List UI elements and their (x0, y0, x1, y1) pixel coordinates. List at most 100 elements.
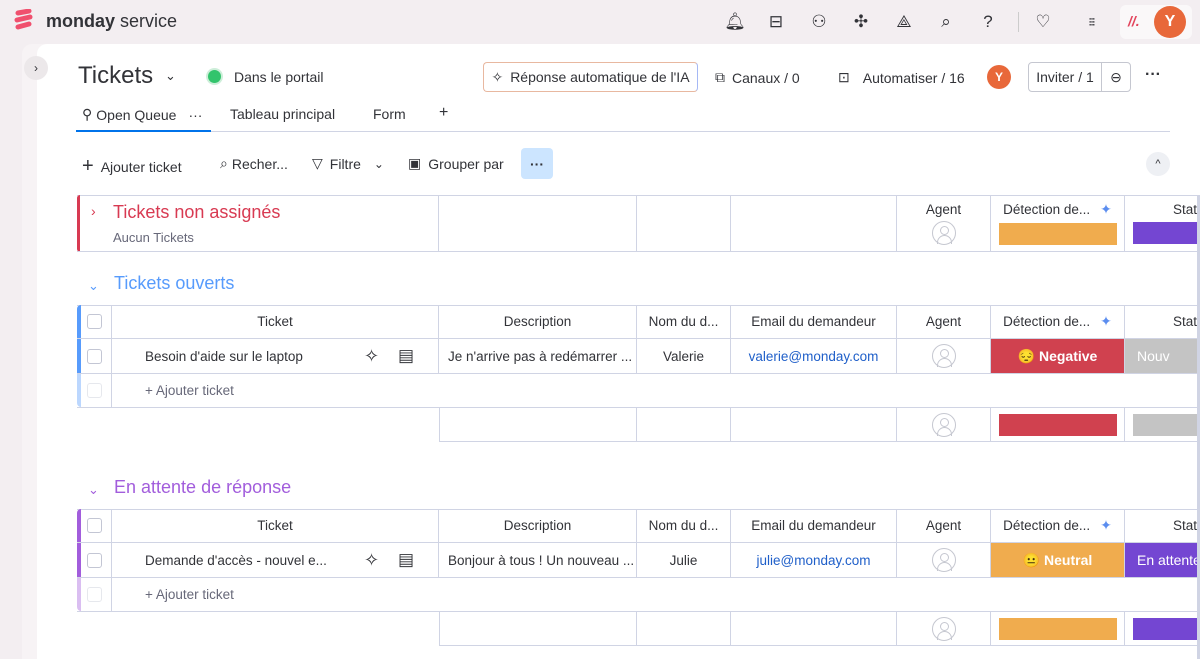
requester-email[interactable]: julie@monday.com (756, 552, 871, 568)
group-title[interactable]: Tickets ouverts (114, 273, 235, 293)
chevron-right-icon[interactable]: › (91, 203, 96, 219)
column-header-7[interactable]: Stat (1125, 305, 1200, 339)
select-all-cell[interactable] (77, 509, 112, 543)
sentiment-cell[interactable]: 😔 Negative (991, 339, 1125, 374)
chevron-down-icon[interactable]: ⌄ (165, 68, 176, 83)
column-header: Ticket (257, 314, 293, 329)
summary-cell (731, 612, 897, 646)
column-header-5[interactable]: Agent (897, 509, 991, 543)
requester-email-cell[interactable]: julie@monday.com (731, 543, 897, 578)
agent-cell[interactable] (897, 408, 991, 442)
ai-sparkle-icon[interactable]: ✧ (364, 549, 380, 570)
ticket-name[interactable]: Besoin d'aide sur le laptop (145, 348, 303, 364)
sentiment-cell[interactable]: 😐 Neutral (991, 543, 1125, 578)
chevron-down-icon[interactable]: ⌄ (373, 156, 384, 171)
board-title[interactable]: Tickets (78, 62, 154, 89)
inbox-icon[interactable]: ⊟ (768, 12, 784, 31)
ticket-name[interactable]: Demande d'accès - nouvel e... (145, 552, 327, 568)
column-header-1[interactable]: Ticket (112, 305, 439, 339)
channels-button[interactable]: ⧉ Canaux / 0 (715, 69, 800, 86)
item-details-icon[interactable]: ▤ (398, 550, 415, 569)
sentiment-summary[interactable] (991, 612, 1125, 646)
tab-form[interactable]: Form (373, 106, 406, 122)
collapsed-group-header[interactable]: › Tickets non assignés Aucun Tickets (77, 195, 439, 252)
ai-sparkle-icon[interactable]: ✧ (364, 345, 380, 366)
column-header-6[interactable]: Détection de... ✦ (991, 509, 1125, 543)
group-title[interactable]: Tickets non assignés (113, 202, 281, 222)
agent-cell[interactable] (897, 543, 991, 578)
checkbox[interactable] (86, 518, 102, 533)
checkbox[interactable] (86, 314, 102, 329)
column-header-3[interactable]: Nom du d... (637, 509, 731, 543)
add-ticket-button[interactable]: + Ajouter ticket (82, 155, 182, 177)
more-toolbar-button[interactable]: ··· (521, 148, 553, 179)
status-cell[interactable]: En attente (1125, 543, 1200, 578)
search-icon[interactable]: ⌕ (941, 12, 951, 31)
user-avatar[interactable]: Y (1154, 6, 1186, 38)
requester-email[interactable]: valerie@monday.com (748, 348, 879, 364)
summary-bar (1133, 617, 1200, 640)
checkbox[interactable] (86, 348, 102, 364)
checkbox[interactable] (86, 552, 102, 568)
column-header-4[interactable]: Email du demandeur (731, 509, 897, 543)
row-select-cell[interactable] (77, 339, 112, 374)
column-header-3[interactable]: Nom du d... (637, 305, 731, 339)
requester-name-cell[interactable]: Valerie (637, 339, 731, 374)
copy-link-icon[interactable]: ⊖ (1110, 68, 1122, 85)
automate-button[interactable]: ⊡ Automatiser / 16 (838, 69, 965, 86)
help-icon[interactable]: ? (983, 12, 993, 31)
add-ticket-row[interactable]: + Ajouter ticket (112, 578, 1200, 612)
portal-status[interactable]: Dans le portail (234, 69, 324, 85)
column-header-4[interactable]: Email du demandeur (731, 305, 897, 339)
account-switcher[interactable]: //. Y (1120, 5, 1192, 39)
item-details-icon[interactable]: ▤ (398, 346, 415, 365)
divider (77, 305, 1200, 306)
column-header-7[interactable]: Stat (1125, 509, 1200, 543)
agent-cell[interactable] (897, 339, 991, 374)
search-button[interactable]: ⌕ Recher... (220, 155, 288, 172)
summary-bar (998, 413, 1117, 436)
status-cell[interactable]: Nouv (1125, 339, 1200, 374)
requester-email-cell[interactable]: valerie@monday.com (731, 339, 897, 374)
sentiment-summary[interactable] (991, 408, 1125, 442)
ai-auto-reply-button[interactable]: ✧ Réponse automatique de l'IA (483, 62, 698, 92)
group-by-button[interactable]: ▣ Grouper par (408, 155, 504, 172)
expand-sidebar-button[interactable]: › (24, 56, 48, 80)
tab-more-icon[interactable]: ··· (188, 106, 203, 123)
add-view-button[interactable]: + (439, 104, 449, 121)
scrollbar[interactable] (1197, 195, 1200, 659)
chevron-down-icon[interactable]: ⌄ (88, 482, 99, 497)
add-ticket-row[interactable]: + Ajouter ticket (112, 374, 1200, 408)
invite-user-icon[interactable]: ⚇ (811, 12, 827, 31)
group-title[interactable]: En attente de réponse (114, 477, 292, 497)
column-header-5[interactable]: Agent (897, 305, 991, 339)
column-header-1[interactable]: Ticket (112, 509, 439, 543)
description-cell[interactable]: Bonjour à tous ! Un nouveau ... (439, 543, 637, 578)
collapse-header-button[interactable]: ^ (1146, 152, 1170, 176)
agent-cell[interactable] (897, 612, 991, 646)
apps-grid-icon[interactable]: ⁝⁝⁝ (1088, 14, 1095, 29)
chevron-down-icon[interactable]: ⌄ (88, 278, 99, 293)
board-member-avatar[interactable]: Y (987, 65, 1011, 89)
tab-open-queue[interactable]: ⚲ Open Queue ··· (82, 106, 203, 123)
ticket-name-cell[interactable]: Demande d'accès - nouvel e... ✧ ▤ (112, 543, 439, 578)
tabs-divider (76, 131, 1170, 132)
tab-main-table[interactable]: Tableau principal (230, 106, 336, 122)
requester-name-cell[interactable]: Julie (637, 543, 731, 578)
column-header-2[interactable]: Description (439, 509, 637, 543)
column-header: Détection de... (1003, 202, 1091, 217)
column-header-2[interactable]: Description (439, 305, 637, 339)
integrations-icon[interactable]: ⟁ (896, 12, 912, 31)
bell-icon[interactable]: 🔔︎ (724, 12, 746, 31)
more-options-icon[interactable]: ··· (1145, 66, 1161, 83)
summary-cell (731, 408, 897, 442)
filter-button[interactable]: ▽ Filtre ⌄ (312, 155, 384, 172)
heart-icon[interactable]: ♡ (1035, 12, 1051, 31)
row-select-cell[interactable] (77, 543, 112, 578)
puzzle-icon[interactable]: ✣ (853, 12, 869, 31)
description-cell[interactable]: Je n'arrive pas à redémarrer ... (439, 339, 637, 374)
ticket-name-cell[interactable]: Besoin d'aide sur le laptop ✧ ▤ (112, 339, 439, 374)
column-header-6[interactable]: Détection de... ✦ (991, 305, 1125, 339)
invite-button[interactable]: Inviter / 1 (1029, 63, 1102, 91)
select-all-cell[interactable] (77, 305, 112, 339)
